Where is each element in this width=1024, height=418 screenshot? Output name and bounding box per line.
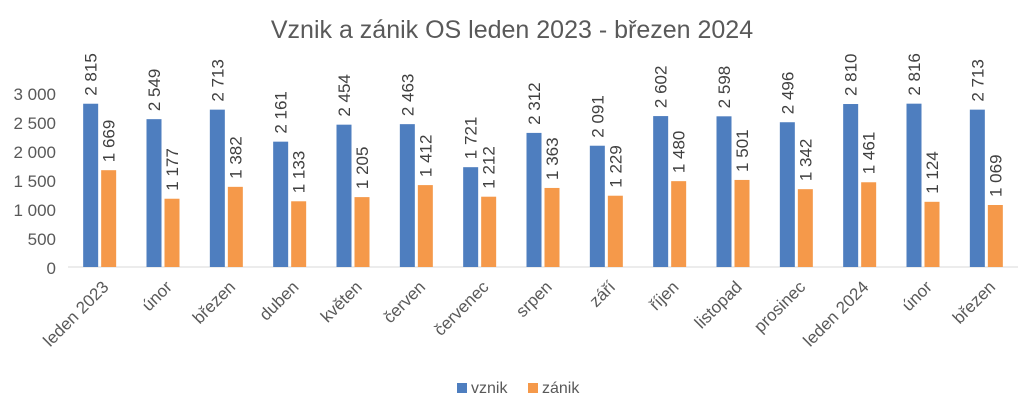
legend-label-vznik: vznik: [471, 380, 508, 397]
x-tick-label: srpen: [512, 277, 556, 321]
x-tick-label: leden 2023: [40, 277, 113, 350]
bar-vznik: [399, 124, 415, 268]
x-tick-label: březen: [949, 277, 999, 327]
legend: vznik zánik: [457, 380, 580, 397]
data-label-vznik: 2 810: [842, 53, 861, 96]
data-label-vznik: 2 161: [272, 91, 291, 134]
x-tick-label: leden 2024: [800, 277, 873, 350]
bar-zanik: [797, 189, 813, 267]
x-tick-label: únor: [898, 277, 936, 315]
y-tick-label: 1 000: [13, 201, 56, 220]
x-tick-label: březen: [189, 277, 239, 327]
data-label-vznik: 2 713: [208, 59, 227, 102]
bar-vznik: [146, 119, 162, 268]
bar-vznik: [843, 104, 859, 268]
x-tick-label: prosinec: [750, 277, 809, 336]
y-tick-label: 3 000: [13, 85, 56, 104]
bar-zanik: [607, 195, 623, 267]
legend-swatch-zanik: [528, 383, 538, 393]
data-label-zanik: 1 229: [606, 145, 625, 188]
data-label-zanik: 1 069: [986, 154, 1005, 197]
x-tick-label: červen: [380, 277, 430, 327]
bar-zanik: [101, 170, 117, 267]
bar-zanik: [164, 198, 180, 267]
y-tick-label: 0: [47, 259, 56, 278]
data-label-zanik: 1 124: [923, 151, 942, 194]
data-label-zanik: 1 205: [353, 147, 372, 190]
data-label-zanik: 1 669: [100, 120, 119, 163]
bars-group: [83, 103, 1003, 268]
x-axis: leden 2023 únor březen duben květen červen čer…: [40, 266, 1018, 350]
bar-zanik: [924, 201, 940, 267]
legend-swatch-vznik: [457, 383, 467, 393]
bar-vznik: [906, 103, 922, 267]
data-label-vznik: 2 454: [335, 74, 354, 117]
data-label-vznik: 2 816: [905, 53, 924, 96]
x-tick-label: září: [586, 277, 620, 311]
bar-vznik: [653, 116, 669, 267]
bar-vznik: [463, 167, 479, 267]
data-label-vznik: 2 463: [398, 74, 417, 117]
bar-zanik: [227, 186, 243, 267]
bar-vznik: [273, 141, 289, 267]
bar-zanik: [987, 204, 1003, 267]
data-label-vznik: 2 815: [82, 53, 101, 96]
x-tick-label: únor: [138, 277, 176, 315]
bar-zanik: [481, 196, 497, 267]
data-label-vznik: 2 312: [525, 82, 544, 125]
bar-zanik: [734, 179, 750, 267]
bar-vznik: [779, 122, 795, 268]
bar-vznik: [716, 116, 732, 267]
data-label-zanik: 1 363: [543, 137, 562, 180]
legend-label-zanik: zánik: [542, 380, 580, 397]
y-tick-label: 500: [28, 230, 56, 249]
data-label-vznik: 2 713: [968, 59, 987, 102]
data-label-vznik: 1 721: [462, 117, 481, 160]
bar-zanik: [544, 187, 560, 267]
data-label-zanik: 1 212: [480, 146, 499, 189]
chart-title: Vznik a zánik OS leden 2023 - březen 202…: [271, 16, 753, 44]
bar-vznik: [83, 103, 99, 267]
x-tick-label: listopad: [691, 277, 746, 332]
data-label-zanik: 1 412: [416, 135, 435, 178]
data-label-zanik: 1 342: [796, 139, 815, 182]
data-labels-group: 2 815 1 669 2 549 1 177 2 713 1 382 2 161 1 133…: [82, 53, 1006, 197]
bar-zanik: [861, 182, 877, 267]
bar-vznik: [589, 145, 605, 267]
data-label-zanik: 1 133: [290, 151, 309, 194]
data-label-zanik: 1 382: [226, 136, 245, 179]
bar-zanik: [291, 201, 307, 267]
bar-vznik: [526, 132, 542, 267]
x-tick-label: duben: [256, 277, 303, 324]
data-label-zanik: 1 480: [670, 131, 689, 174]
bar-vznik: [336, 124, 352, 267]
data-label-vznik: 2 496: [778, 72, 797, 115]
data-label-zanik: 1 461: [860, 132, 879, 175]
y-tick-label: 1 500: [13, 172, 56, 191]
x-tick-label: červenec: [430, 277, 493, 340]
bar-zanik: [354, 197, 370, 267]
y-axis: 0 500 1 000 1 500 2 000 2 500 3 000: [13, 85, 56, 278]
data-label-zanik: 1 177: [163, 148, 182, 191]
data-label-vznik: 2 549: [145, 69, 164, 112]
x-tick-label: říjen: [646, 277, 683, 314]
y-tick-label: 2 500: [13, 114, 56, 133]
bar-vznik: [969, 109, 985, 268]
data-label-vznik: 2 598: [715, 66, 734, 109]
data-label-vznik: 2 091: [588, 95, 607, 138]
data-label-zanik: 1 501: [733, 129, 752, 172]
bar-zanik: [417, 185, 433, 267]
x-tick-label: květen: [317, 277, 366, 326]
data-label-vznik: 2 602: [652, 66, 671, 109]
y-tick-label: 2 000: [13, 143, 56, 162]
bar-vznik: [209, 109, 225, 268]
bar-zanik: [671, 181, 687, 267]
